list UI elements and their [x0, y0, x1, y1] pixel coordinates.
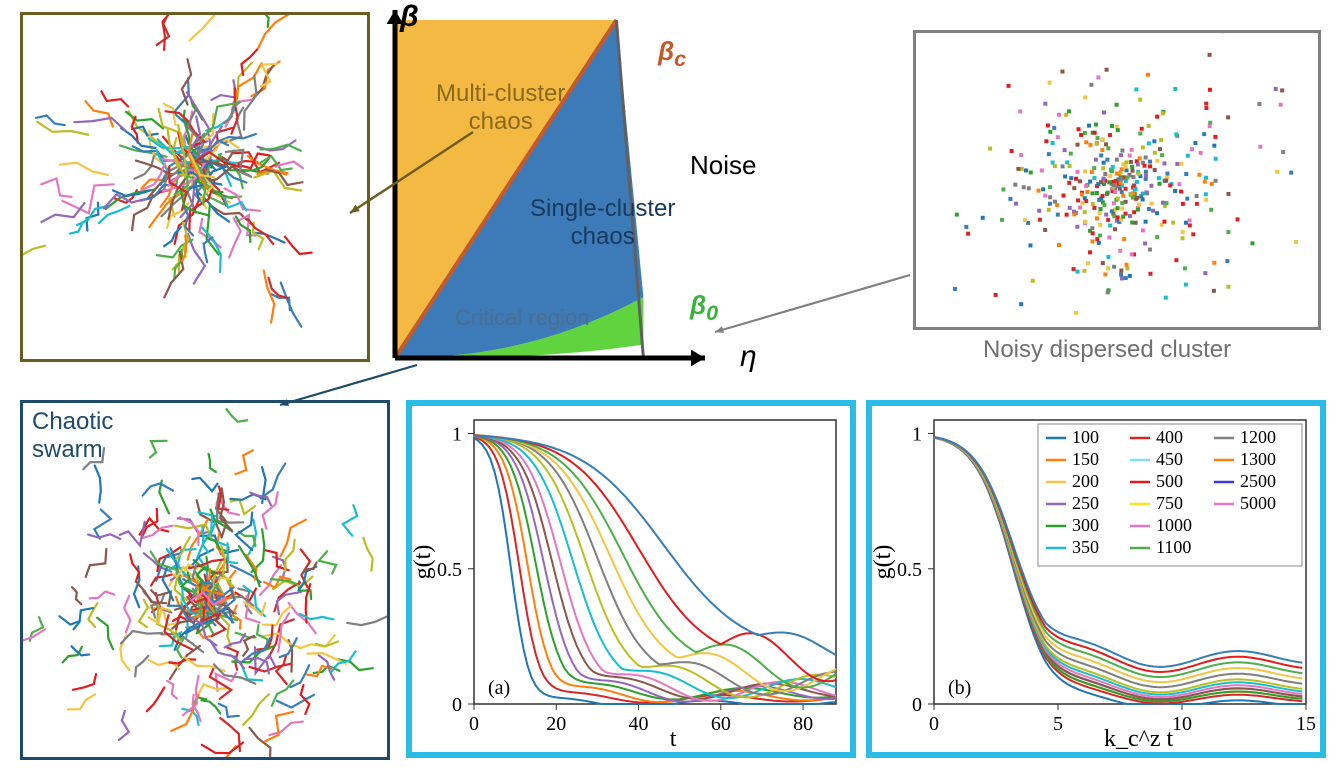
- svg-text:1200: 1200: [1240, 427, 1276, 447]
- svg-text:(b): (b): [948, 677, 971, 699]
- svg-text:500: 500: [1156, 471, 1183, 491]
- chart-a: 0 20 40 60 80 0 0.5 1 t g(t) (a): [406, 400, 856, 758]
- region-noise-label: Noise: [690, 150, 756, 181]
- svg-text:250: 250: [1072, 493, 1099, 513]
- region-single-label: Single-clusterchaos: [530, 195, 675, 251]
- svg-text:1300: 1300: [1240, 449, 1276, 469]
- svg-text:60: 60: [711, 713, 731, 735]
- svg-text:t: t: [670, 726, 677, 752]
- svg-text:1000: 1000: [1156, 515, 1192, 535]
- svg-text:1100: 1100: [1156, 537, 1191, 557]
- svg-text:0: 0: [929, 713, 939, 735]
- beta-c-label: βc: [658, 36, 686, 72]
- svg-text:0: 0: [912, 694, 922, 716]
- region-multi-label: Multi-clusterchaos: [436, 80, 565, 136]
- svg-text:10: 10: [1172, 713, 1192, 735]
- svg-text:0: 0: [469, 713, 479, 735]
- svg-text:2500: 2500: [1240, 471, 1276, 491]
- svg-text:200: 200: [1072, 471, 1099, 491]
- svg-text:g(t): g(t): [872, 545, 896, 580]
- svg-text:k_c^z t: k_c^z t: [1104, 726, 1174, 752]
- svg-text:0.5: 0.5: [897, 559, 922, 581]
- svg-text:80: 80: [793, 713, 813, 735]
- svg-text:(a): (a): [488, 677, 510, 699]
- panel-multi-cluster: [20, 12, 370, 362]
- region-critical-label: Critical region: [455, 305, 590, 331]
- beta-0-label: β0: [690, 290, 718, 326]
- axis-beta-label: β: [400, 0, 419, 34]
- svg-text:300: 300: [1072, 515, 1099, 535]
- svg-text:0: 0: [452, 694, 462, 716]
- svg-text:400: 400: [1156, 427, 1183, 447]
- chart-b: 05101500.51k_c^z tg(t)(b)100150200250300…: [866, 400, 1326, 758]
- svg-text:150: 150: [1072, 449, 1099, 469]
- svg-text:5: 5: [1053, 713, 1063, 735]
- svg-text:1: 1: [452, 424, 462, 446]
- svg-text:100: 100: [1072, 427, 1099, 447]
- svg-text:20: 20: [546, 713, 566, 735]
- svg-text:40: 40: [629, 713, 649, 735]
- svg-text:0.5: 0.5: [437, 559, 462, 581]
- svg-text:5000: 5000: [1240, 493, 1276, 513]
- svg-text:1: 1: [912, 424, 922, 446]
- axis-eta-label: η: [740, 340, 757, 374]
- svg-text:15: 15: [1296, 713, 1316, 735]
- svg-text:450: 450: [1156, 449, 1183, 469]
- panel-noisy-dispersed: [913, 30, 1321, 330]
- noisy-caption: Noisy dispersed cluster: [983, 336, 1231, 364]
- swarm-caption: Chaoticswarm: [32, 408, 113, 464]
- phase-diagram: [385, 0, 835, 378]
- svg-text:750: 750: [1156, 493, 1183, 513]
- svg-text:350: 350: [1072, 537, 1099, 557]
- svg-text:g(t): g(t): [412, 545, 436, 580]
